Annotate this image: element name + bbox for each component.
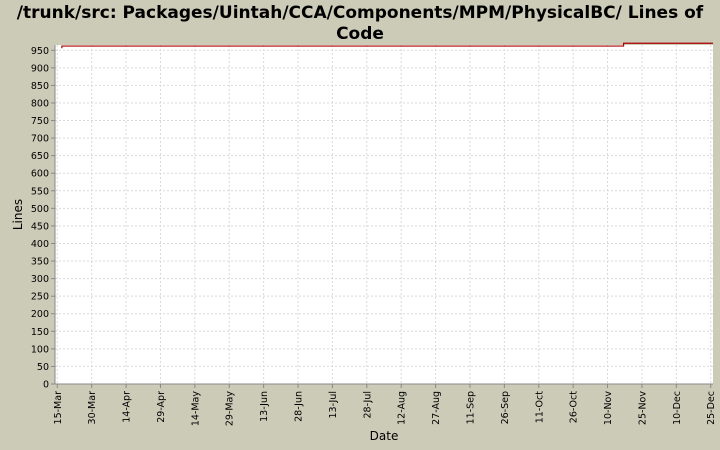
x-tick-label: 11-Sep	[465, 391, 476, 424]
x-tick-label: 10-Dec	[672, 391, 683, 425]
plot-area	[55, 45, 713, 384]
y-tick-label: 100	[31, 344, 49, 355]
y-tick-label: 0	[43, 380, 49, 391]
y-tick-label: 650	[31, 151, 49, 162]
x-tick-label: 30-Mar	[87, 391, 98, 425]
y-tick-label: 850	[31, 81, 49, 92]
y-tick-label: 150	[31, 327, 49, 338]
y-tick-label: 350	[31, 257, 49, 268]
x-tick-label: 26-Oct	[569, 391, 580, 423]
x-tick-label: 10-Nov	[603, 391, 614, 425]
x-tick-label: 29-Apr	[156, 391, 167, 423]
x-tick-label: 14-May	[190, 391, 201, 427]
y-tick-label: 950	[31, 46, 49, 57]
y-tick-label: 900	[31, 63, 49, 74]
x-tick-label: 28-Jul	[362, 391, 373, 419]
x-tick-label: 27-Aug	[431, 391, 442, 425]
x-tick-label: 29-May	[225, 391, 236, 427]
axes	[51, 45, 713, 388]
chart-title: /trunk/src: Packages/Uintah/CCA/Componen…	[16, 3, 704, 44]
y-tick-label: 750	[31, 116, 49, 127]
grid-lines	[55, 45, 713, 384]
x-tick-label: 25-Nov	[637, 391, 648, 425]
x-tick-label: 26-Sep	[500, 391, 511, 424]
x-tick-label: 11-Oct	[534, 391, 545, 423]
y-tick-label: 500	[31, 204, 49, 215]
x-tick-label: 25-Dec	[706, 391, 717, 425]
y-tick-label: 300	[31, 274, 49, 285]
x-tick-label: 12-Aug	[397, 391, 408, 425]
y-tick-label: 450	[31, 221, 49, 232]
y-tick-label: 50	[37, 362, 49, 373]
y-tick-label: 400	[31, 239, 49, 250]
x-tick-label: 13-Jun	[259, 391, 270, 422]
x-axis-label: Date	[370, 429, 399, 443]
y-tick-label: 200	[31, 309, 49, 320]
y-tick-label: 250	[31, 292, 49, 303]
tick-labels: 0 50 100 150 200 250 300 350 400 450 500 550 600 650 7…	[31, 46, 717, 426]
x-tick-label: 15-Mar	[53, 391, 64, 425]
y-axis-label: Lines	[11, 199, 25, 230]
y-tick-label: 800	[31, 98, 49, 109]
y-tick-label: 600	[31, 169, 49, 180]
series-layer	[61, 42, 713, 49]
x-tick-label: 13-Jul	[328, 391, 339, 419]
y-tick-label: 550	[31, 186, 49, 197]
y-tick-label: 700	[31, 134, 49, 145]
x-tick-label: 14-Apr	[122, 391, 133, 423]
series-line	[61, 42, 713, 49]
x-tick-label: 28-Jun	[294, 391, 305, 422]
